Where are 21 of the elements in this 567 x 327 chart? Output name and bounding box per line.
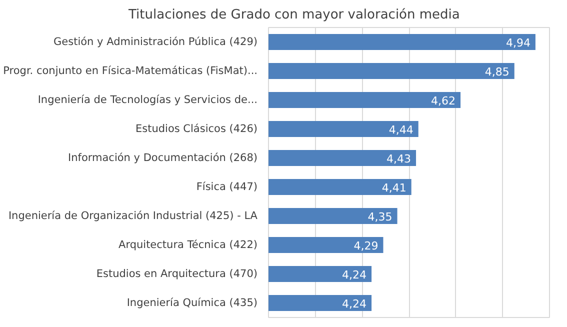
y-tick-label: Estudios Clásicos (426) xyxy=(136,123,258,135)
y-tick-label: Progr. conjunto en Física-Matemáticas (FisMat)... xyxy=(3,65,258,77)
y-tick-label: Física (447) xyxy=(196,181,258,193)
y-tick-label: Ingeniería Química (435) xyxy=(126,297,258,309)
data-label: 4,44 xyxy=(388,124,414,136)
data-label: 4,94 xyxy=(506,36,530,50)
y-tick-label: Gestión y Administración Pública (429) xyxy=(54,36,258,48)
data-label: 4,24 xyxy=(342,268,367,282)
y-tick-label: Información y Documentación (268) xyxy=(68,152,258,164)
y-tick-label: Estudios en Arquitectura (470) xyxy=(96,268,258,280)
data-label: 4,29 xyxy=(354,240,378,252)
y-tick-label: Ingeniería de Tecnologías y Servicios de... xyxy=(38,94,258,106)
data-label: 4,24 xyxy=(342,298,367,310)
y-tick-label: Arquitectura Técnica (422) xyxy=(118,239,258,251)
y-tick-label: Ingeniería de Organización Industrial (425) - LA xyxy=(8,210,258,222)
data-label: 4,41 xyxy=(382,182,406,194)
chart-title: Titulaciones de Grado con mayor valoración media xyxy=(128,8,460,22)
data-label: 4,62 xyxy=(431,94,456,108)
data-label: 4,35 xyxy=(368,210,392,224)
data-label: 4,85 xyxy=(484,66,510,78)
data-label: 4,43 xyxy=(386,152,412,166)
